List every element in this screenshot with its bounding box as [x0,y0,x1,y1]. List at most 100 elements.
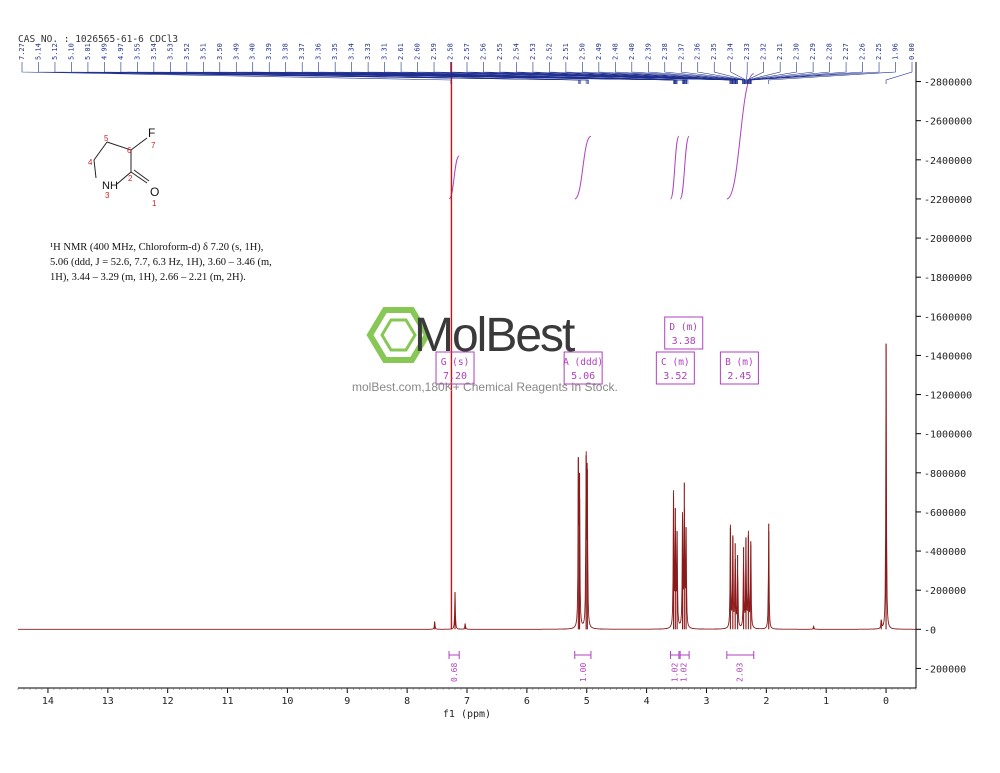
x-tick-label: 3 [703,696,709,707]
integral-value: 0.68 [450,663,459,682]
peak-label-connector [21,62,452,84]
peak-label-connector [384,62,689,84]
peak-label: 2.59 [430,43,438,60]
peak-label-connector [746,62,764,84]
multiplet-name: A (ddd) [563,357,603,368]
peak-label: 2.32 [760,43,768,60]
peak-label-connector [120,62,589,84]
peak-label: 5.01 [84,43,92,60]
peak-label: 0.00 [908,43,916,60]
peak-label-connector [730,62,747,84]
peak-label: 3.49 [232,43,240,60]
x-tick-label: 14 [42,696,54,707]
peak-label-connector [499,62,734,84]
peak-label: 2.35 [710,43,718,60]
peak-label-connector [615,62,738,84]
peak-label-connector [664,62,744,84]
x-tick-label: 11 [222,696,234,707]
peak-label-connector [631,62,743,84]
peak-label: 2.33 [743,43,751,60]
peak-label: 7.27 [18,43,26,60]
x-tick-label: 7 [464,696,470,707]
peak-label: 1.96 [892,43,900,60]
y-tick-label: -1800000 [924,273,972,284]
y-tick-label: -1000000 [924,430,972,441]
nmr-description: ¹H NMR (400 MHz, Chloroform-d) δ 7.20 (s… [50,240,300,285]
multiplet-name: D (m) [669,322,698,333]
peak-label-connector [680,62,745,84]
y-tick-label: -200000 [924,664,966,675]
nmr-line-3: 1H), 3.44 – 3.29 (m, 1H), 2.66 – 2.21 (m… [50,272,246,283]
peak-label: 2.57 [463,43,471,60]
peak-label-connector [713,62,746,84]
peak-label: 3.55 [133,43,141,60]
integral-curve [679,135,690,200]
peak-label: 2.34 [727,43,735,60]
y-tick-label: -1600000 [924,312,972,323]
peak-label: 2.58 [447,43,455,60]
integral-curve [574,135,592,200]
y-tick-label: -0 [924,625,936,636]
peak-label-connector [697,62,746,84]
peak-label-connector [885,62,913,84]
y-tick-label: -1400000 [924,351,972,362]
atom-number-1: 1 [152,199,157,208]
peak-label-connector [647,62,744,84]
peak-label: 3.36 [315,43,323,60]
peak-label: 3.54 [150,43,158,60]
peak-label: 3.40 [249,43,257,60]
multiplet-frame [435,351,475,385]
x-tick-label: 9 [344,696,350,707]
multiplet-shift: 7.20 [443,371,467,382]
multiplet-shift: 5.06 [571,371,595,382]
y-tick-label: -2800000 [924,78,972,89]
peak-label: 3.50 [216,43,224,60]
peak-label: 5.10 [67,43,75,60]
peak-list: 7.27 5.14 5.12 5.10 5.01 4.99 4.97 3.55 3.54 3.53… [18,43,916,84]
molbest-logo-icon [366,307,431,363]
peak-label-connector [549,62,736,84]
y-tick-label: -600000 [924,508,966,519]
multiplet-boxes: G (s) 7.20 A (ddd) 5.06 C (m) 3.52 D (m) 3.38 B … [435,316,759,385]
multiplet-shift: 2.45 [727,371,751,382]
peak-label: 2.53 [529,43,537,60]
peak-label: 2.37 [677,43,685,60]
multiplet-frame [563,351,603,385]
atom-number-6: 6 [127,146,132,155]
integral-value: 2.03 [735,663,744,682]
atom-number-4: 4 [88,158,93,167]
peak-label: 3.35 [331,43,339,60]
integral-value: 1.02 [680,663,689,682]
integral-curves [448,73,755,200]
peak-label: 2.61 [397,43,405,60]
peak-label: 2.25 [875,43,883,60]
peak-label: 3.39 [265,43,273,60]
peak-label-connector [749,62,847,84]
x-tick-label: 13 [102,696,114,707]
multiplet-frame [664,316,704,350]
peak-label: 2.52 [545,43,553,60]
peak-label: 2.26 [859,43,867,60]
peak-label: 3.52 [183,43,191,60]
multiplet-box: C (m) 3.52 [655,351,695,385]
peak-label: 2.30 [793,43,801,60]
peak-label: 2.48 [611,43,619,60]
x-tick-label: 10 [281,696,293,707]
multiplet-box: D (m) 3.38 [664,316,704,350]
peak-label-connector [516,62,735,84]
y-tick-label: -2000000 [924,234,972,245]
peak-label: 2.36 [694,43,702,60]
peak-label: 2.28 [826,43,834,60]
multiplet-name: C (m) [661,357,690,368]
sample-header: CAS NO. : 1026565-61-6 CDCl3 [18,34,179,45]
peak-label: 2.38 [661,43,669,60]
peak-label: 2.51 [562,43,570,60]
multiplet-box: G (s) 7.20 [435,351,475,385]
nmr-line-1: ¹H NMR (400 MHz, Chloroform-d) δ 7.20 (s… [50,242,264,253]
multiplet-shift: 3.52 [663,371,687,382]
atom-fluorine: F [148,126,155,140]
atom-number-2: 2 [128,174,133,183]
multiplet-box: B (m) 2.45 [719,351,759,385]
peak-label-connector [532,62,735,84]
